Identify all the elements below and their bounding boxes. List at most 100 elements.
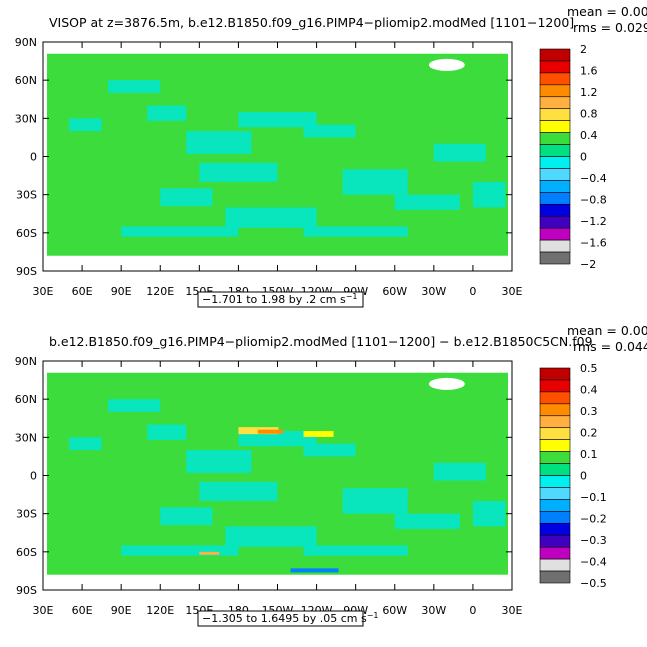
anomaly-patch [69, 437, 102, 451]
colorbar-swatch [539, 239, 571, 253]
colorbar-swatch [539, 72, 571, 86]
y-tick-label: 30S [16, 189, 37, 202]
positive-anomaly [199, 551, 220, 555]
colorbar-swatch [539, 570, 571, 584]
x-tick-label: 120E [146, 285, 174, 298]
colorbar-swatch [539, 156, 571, 169]
rms-label: rms = 0.04474 [573, 339, 647, 354]
negative-anomaly [290, 568, 339, 573]
colorbar-swatch [539, 534, 571, 548]
anomaly-patch [433, 143, 486, 162]
colorbar-swatch [539, 180, 571, 193]
colorbar-label: −1.2 [580, 215, 607, 228]
colorbar-label: 0.3 [580, 405, 598, 418]
colorbar-swatch [539, 251, 571, 265]
colorbar-swatch [539, 144, 571, 157]
anomaly-patch [69, 118, 102, 132]
y-tick-label: 90N [15, 355, 37, 368]
colorbar-swatch [539, 391, 571, 405]
positive-anomaly [257, 429, 283, 434]
colorbar-label: 0.4 [580, 384, 598, 397]
colorbar-swatch [539, 60, 571, 74]
y-tick-label: 90S [16, 265, 37, 278]
colorbar-swatch [539, 511, 571, 524]
colorbar-label: −0.8 [580, 194, 607, 207]
anomaly-patch [121, 226, 239, 237]
x-tick-label: 90E [111, 604, 132, 617]
anomaly-patch [225, 526, 317, 547]
colorbar-swatch [539, 203, 571, 217]
colorbar-swatch [539, 463, 571, 476]
anomaly-patch [433, 462, 486, 481]
anomaly-patch [225, 207, 317, 228]
colorbar-label: 2 [580, 43, 587, 56]
colorbar-swatch [539, 120, 571, 133]
colorbar-label: 0.5 [580, 362, 598, 375]
x-tick-label: 60E [72, 285, 93, 298]
anomaly-patch [160, 188, 213, 207]
x-tick-label: 60E [72, 604, 93, 617]
colorbar-swatch [539, 215, 571, 229]
colorbar-label: −0.4 [580, 556, 607, 569]
anomaly-patch [238, 430, 317, 447]
x-tick-label: 0 [469, 285, 476, 298]
missing-data-patch [428, 377, 465, 390]
colorbar: 2 1.6 1.2 0.8 0.4 0 −0.4 −0.8 −1.2 −1.6 −2 [539, 43, 607, 271]
colorbar-swatch [539, 546, 571, 560]
anomaly-patch [303, 226, 408, 237]
y-tick-label: 30N [15, 112, 37, 125]
colorbar-swatch [539, 499, 571, 512]
x-tick-label: 30W [421, 285, 446, 298]
x-tick-label: 30E [502, 604, 523, 617]
range-label: −1.305 to 1.6495 by .05 cm s−1 [202, 611, 379, 626]
anomaly-patch [394, 194, 460, 210]
y-tick-label: 60N [15, 74, 37, 87]
anomaly-patch [147, 105, 187, 121]
colorbar-swatch [539, 108, 571, 121]
range-box [197, 291, 364, 308]
colorbar-swatch [539, 192, 571, 205]
map-field [47, 372, 508, 575]
colorbar-swatch [539, 367, 571, 381]
x-tick-label: 120E [146, 604, 174, 617]
x-tick-label: 30E [33, 604, 54, 617]
colorbar-label: −0.4 [580, 172, 607, 185]
colorbar-swatch [539, 132, 571, 145]
anomaly-patch [199, 481, 278, 501]
colorbar-swatch [539, 227, 571, 241]
colorbar-swatch [539, 487, 571, 500]
colorbar-label: 1.2 [580, 86, 598, 99]
colorbar-swatch [539, 558, 571, 572]
colorbar-label: 0.8 [580, 108, 598, 121]
anomaly-patch [186, 131, 252, 154]
y-tick-label: 60S [16, 227, 37, 240]
anomaly-patch [186, 450, 252, 473]
colorbar-swatch [539, 439, 571, 452]
anomaly-patch [147, 424, 187, 440]
colorbar-swatch [539, 48, 571, 62]
anomaly-patch [160, 507, 213, 526]
colorbar-swatch [539, 415, 571, 429]
y-tick-label: 90N [15, 36, 37, 49]
colorbar-label: 1.6 [580, 65, 598, 78]
anomaly-patch [238, 111, 317, 128]
anomaly-patch [472, 500, 506, 527]
panel-1: 30E60E90E120E150E180150W120W90W60W30W030… [15, 4, 647, 308]
y-tick-label: 30S [16, 508, 37, 521]
colorbar-swatch [539, 403, 571, 417]
colorbar-swatch [539, 451, 571, 464]
missing-data-patch [428, 58, 465, 71]
colorbar-label: 0.1 [580, 448, 598, 461]
y-tick-label: 60S [16, 546, 37, 559]
anomaly-patch [394, 513, 460, 529]
colorbar: 0.5 0.4 0.3 0.2 0.1 0 −0.1 −0.2 −0.3 −0.4 −0.5 [539, 362, 607, 590]
positive-anomaly [303, 430, 334, 437]
anomaly-patch [199, 162, 278, 182]
x-tick-label: 60W [382, 285, 407, 298]
colorbar-label: 0.2 [580, 427, 598, 440]
x-tick-label: 0 [469, 604, 476, 617]
anomaly-patch [121, 545, 239, 556]
anomaly-patch [108, 399, 161, 412]
y-tick-label: 60N [15, 393, 37, 406]
anomaly-patch [108, 80, 161, 93]
